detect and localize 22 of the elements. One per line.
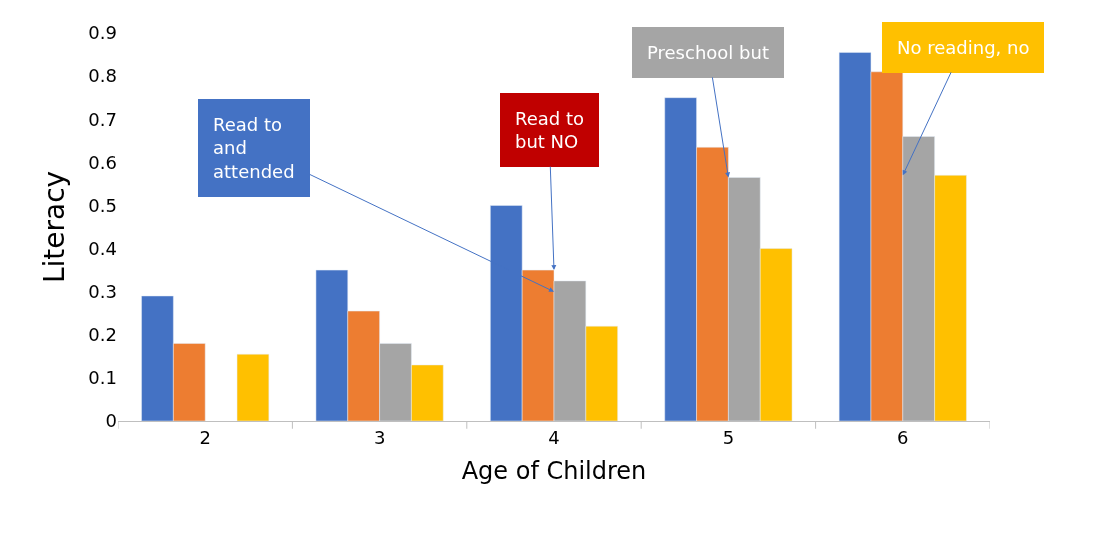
annotation: Preschool but	[647, 42, 769, 63]
x-tick-label: 4	[548, 426, 560, 448]
y-tick-label: 0.7	[88, 108, 117, 130]
x-tick-label: 3	[373, 426, 386, 448]
x-tick-label: 5	[722, 426, 735, 448]
y-tick-label: 0	[105, 410, 117, 432]
annotation: Read to but NO	[515, 108, 585, 153]
y-tick-label: 0.9	[88, 22, 117, 44]
bar	[236, 353, 270, 421]
y-tick-label: 0.3	[88, 280, 117, 302]
y-tick-label: 0.5	[88, 194, 117, 216]
y-tick-label: 0.6	[88, 151, 117, 173]
y-tick-label: 0.8	[88, 65, 117, 87]
y-tick-label: 0.1	[88, 367, 117, 389]
x-tick-label: 2	[199, 426, 211, 448]
annotation: No reading, no	[897, 37, 1030, 58]
x-axis-title: Age of Children	[461, 456, 647, 485]
y-tick-label: 0.2	[88, 324, 117, 346]
y-tick-label: 0.4	[88, 237, 117, 259]
annotation: Read to and attended	[213, 114, 295, 182]
x-tick-label: 6	[897, 426, 909, 448]
y-axis-title: Literacy	[38, 170, 72, 284]
